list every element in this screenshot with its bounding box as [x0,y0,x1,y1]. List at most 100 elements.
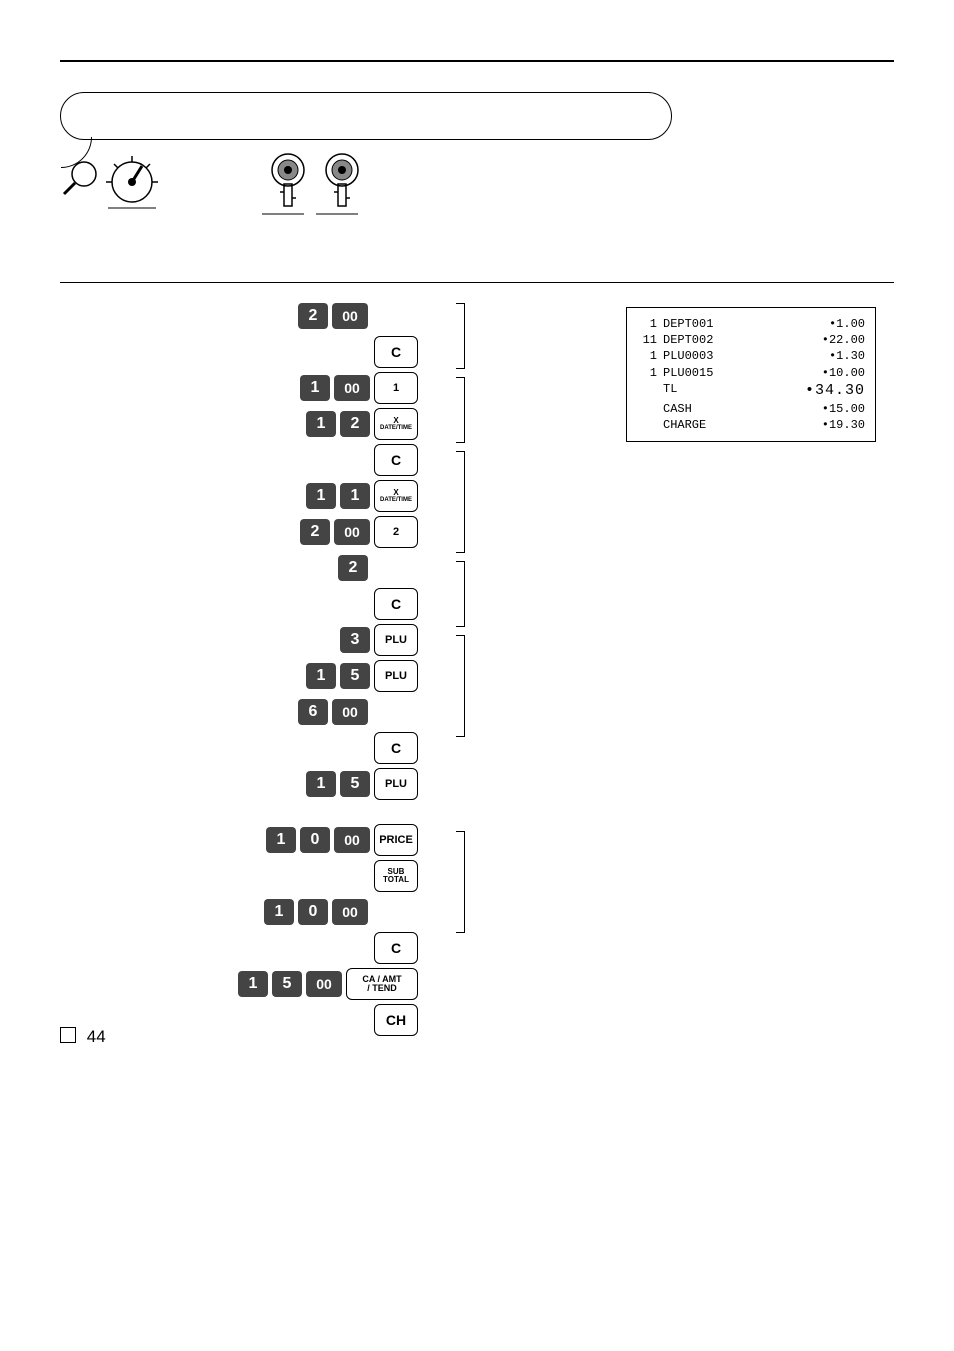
keyrow: 1 00 1 [300,373,418,403]
num-key-3: 3 [340,627,370,653]
receipt-qty: 11 [637,332,657,348]
x-date-time-key: X DATE/TIME [374,480,418,512]
num-key-1: 1 [340,483,370,509]
receipt-desc: DEPT002 [657,332,795,348]
num-key-2: 2 [298,303,328,329]
num-key-0: 0 [300,827,330,853]
num-key-00: 00 [306,971,342,997]
receipt-cash-amt: •15.00 [795,401,865,417]
receipt-line: 1 PLU0015 •10.00 [637,365,865,381]
num-key-1: 1 [306,663,336,689]
keys-illustration [260,152,380,222]
page-footer: 44 [60,1027,106,1047]
clear-key: C [374,732,418,764]
mode-dial-illustration [60,152,190,222]
plu-key: PLU [374,624,418,656]
keyrow: 3 PLU [340,625,418,655]
keyrow: 2 00 2 [300,517,418,547]
section-divider [60,282,894,283]
keyrow: 1 5 PLU [306,661,418,691]
num-key-5: 5 [340,663,370,689]
group-bracket [450,561,465,627]
clear-key: C [374,932,418,964]
keyrow: C [374,445,418,475]
keyrow: 1 0 00 [264,897,418,927]
x-date-time-key: X DATE/TIME [374,408,418,440]
num-key-0: 0 [298,899,328,925]
clear-key: C [374,336,418,368]
num-key-00: 00 [332,699,368,725]
keyrow: SUB TOTAL [374,861,418,891]
price-key: PRICE [374,824,418,856]
num-key-00: 00 [332,303,368,329]
group-bracket [450,831,465,933]
receipt-charge-amt: •19.30 [795,417,865,433]
section-title-frame [60,92,672,140]
num-key-00: 00 [334,375,370,401]
plu-key: PLU [374,768,418,800]
subtotal-key: SUB TOTAL [374,860,418,892]
keyrow: 2 [338,553,418,583]
receipt-line: 1 PLU0003 •1.30 [637,348,865,364]
group-bracket [450,451,465,553]
receipt-amt: •10.00 [795,365,865,381]
keyrow: 2 00 [298,301,418,331]
footer-square-icon [60,1027,76,1043]
keyrow: C [374,933,418,963]
keyrow: 1 5 00 CA / AMT / TEND [238,969,418,999]
receipt-amt: •1.30 [795,348,865,364]
ch-key: CH [374,1004,418,1036]
num-key-6: 6 [298,699,328,725]
receipt-qty [637,381,657,401]
receipt-qty: 1 [637,348,657,364]
receipt-amt: •22.00 [795,332,865,348]
keyrow: 6 00 [298,697,418,727]
receipt-total-label: TL [657,381,795,401]
receipt-charge-label: CHARGE [657,417,795,433]
xdate-top: X [393,489,398,497]
keyrow: 1 1 X DATE/TIME [306,481,418,511]
num-key-2: 2 [340,411,370,437]
plu-key: PLU [374,660,418,692]
receipt-desc: DEPT001 [657,316,795,332]
clear-key: C [374,444,418,476]
keyrow: C [374,733,418,763]
num-key-00: 00 [334,827,370,853]
receipt-line: CASH •15.00 [637,401,865,417]
operation-column: 2 00 C 1 00 1 1 2 X DATE/TIME C [88,301,418,1035]
xdate-mid: DATE/TIME [380,497,412,503]
receipt-qty [637,401,657,417]
xdate-top: X [393,417,398,425]
num-key-1: 1 [306,411,336,437]
keyrow: C [374,589,418,619]
dept-1-key: 1 [374,372,418,404]
xdate-mid: DATE/TIME [380,425,412,431]
receipt-cash-label: CASH [657,401,795,417]
num-key-1: 1 [306,771,336,797]
page-number: 44 [87,1027,106,1046]
dept-2-key: 2 [374,516,418,548]
receipt-total-line: TL •34.30 [637,381,865,401]
receipt-total-amt: •34.30 [795,381,865,401]
num-key-2: 2 [300,519,330,545]
num-key-2: 2 [338,555,368,581]
sub-bot: TOTAL [383,876,409,884]
mode-illustrations [60,152,894,222]
num-key-1: 1 [306,483,336,509]
keyrow: 1 2 X DATE/TIME [306,409,418,439]
receipt-qty: 1 [637,365,657,381]
num-key-5: 5 [272,971,302,997]
receipt-desc: PLU0015 [657,365,795,381]
receipt-qty: 1 [637,316,657,332]
num-key-5: 5 [340,771,370,797]
receipt-line: 11 DEPT002 •22.00 [637,332,865,348]
keyrow: C [374,337,418,367]
receipt-line: 1 DEPT001 •1.00 [637,316,865,332]
num-key-00: 00 [332,899,368,925]
keyrow: 1 0 00 PRICE [266,825,418,855]
clear-key: C [374,588,418,620]
keyrow: 1 5 PLU [306,769,418,799]
group-bracket [450,303,465,369]
num-key-1: 1 [300,375,330,401]
caamt-bot: / TEND [367,984,397,993]
